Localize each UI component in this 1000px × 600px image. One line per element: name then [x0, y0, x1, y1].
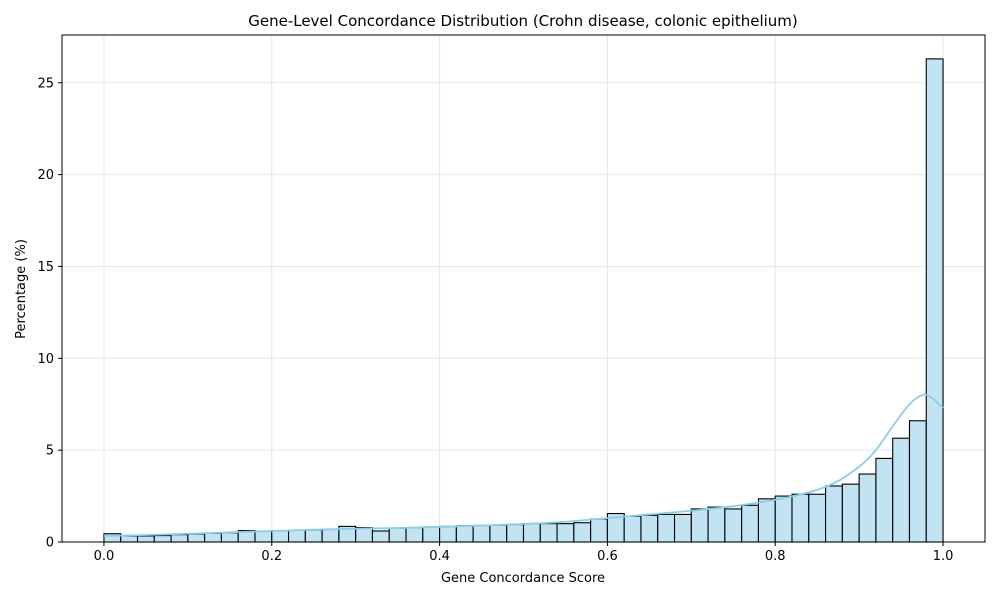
- histogram-bar: [455, 525, 474, 543]
- histogram-bar: [522, 523, 541, 543]
- histogram-bar: [657, 513, 676, 543]
- histogram-bar: [489, 524, 508, 543]
- histogram-bars: [103, 58, 944, 543]
- histogram-bar: [556, 523, 575, 543]
- histogram-bar: [254, 530, 273, 543]
- histogram-bar: [791, 493, 810, 543]
- histogram-bar: [707, 506, 726, 543]
- histogram-bar: [875, 457, 894, 543]
- histogram-bar: [220, 532, 239, 543]
- histogram-bar: [841, 483, 860, 543]
- y-axis-ticks: 0 5 10 15 20 25: [37, 76, 62, 551]
- histogram-bar: [355, 527, 374, 543]
- histogram-bar: [204, 532, 222, 543]
- histogram-bar: [573, 522, 592, 543]
- histogram-bar: [405, 527, 424, 543]
- kde-curve: [103, 393, 944, 537]
- histogram-bar: [892, 437, 911, 543]
- histogram-bar: [187, 533, 206, 543]
- histogram-bar: [690, 508, 709, 543]
- histogram-bar: [422, 526, 441, 543]
- histogram-bar: [304, 529, 323, 543]
- y-tick-label: 20: [37, 168, 54, 183]
- x-axis-ticks: 0.0 0.2 0.4 0.6 0.8 1.0: [94, 542, 954, 564]
- histogram-bar: [321, 528, 340, 543]
- histogram-bar: [673, 513, 692, 543]
- histogram-bar: [153, 535, 172, 543]
- histogram-bar: [858, 473, 877, 543]
- histogram-bar: [623, 515, 642, 543]
- y-tick-label: 10: [37, 352, 54, 367]
- y-tick-label: 0: [46, 536, 54, 551]
- kde-curve-group: [103, 393, 944, 537]
- x-tick-label: 1.0: [933, 549, 954, 564]
- plot-frame: [61, 34, 986, 543]
- histogram-bar: [774, 495, 793, 543]
- x-tick-label: 0.8: [765, 549, 786, 564]
- histogram-bar: [371, 530, 390, 543]
- histogram-bar: [472, 524, 491, 543]
- chart-title: Gene-Level Concordance Distribution (Cro…: [248, 12, 798, 30]
- y-tick-label: 25: [37, 76, 54, 91]
- histogram-bar: [741, 504, 759, 543]
- histogram-bar: [271, 530, 290, 543]
- grid-lines: [62, 35, 985, 543]
- y-tick-label: 15: [37, 260, 54, 275]
- x-axis-label: Gene Concordance Score: [441, 571, 605, 586]
- histogram-bar: [925, 58, 944, 543]
- histogram-bar: [825, 485, 843, 543]
- histogram-bar: [506, 523, 525, 543]
- plot-border: [61, 34, 986, 543]
- histogram-bar: [539, 523, 558, 543]
- histogram-bar: [170, 534, 189, 543]
- histogram-bar: [439, 525, 457, 543]
- histogram-bar: [288, 529, 306, 543]
- x-tick-label: 0.2: [261, 549, 282, 564]
- histogram-bar: [388, 527, 407, 543]
- histogram-bar: [808, 493, 827, 543]
- histogram-bar: [724, 508, 743, 543]
- histogram-bar: [136, 535, 155, 543]
- y-tick-label: 5: [46, 444, 54, 459]
- x-tick-label: 0.6: [597, 549, 618, 564]
- histogram-bar: [908, 420, 927, 543]
- x-tick-label: 0.4: [429, 549, 450, 564]
- histogram-bar: [590, 518, 608, 543]
- histogram-bar: [640, 514, 659, 543]
- x-tick-label: 0.0: [94, 549, 115, 564]
- y-axis-label: Percentage (%): [14, 239, 29, 339]
- histogram-bar: [120, 535, 139, 543]
- histogram-bar: [757, 498, 776, 543]
